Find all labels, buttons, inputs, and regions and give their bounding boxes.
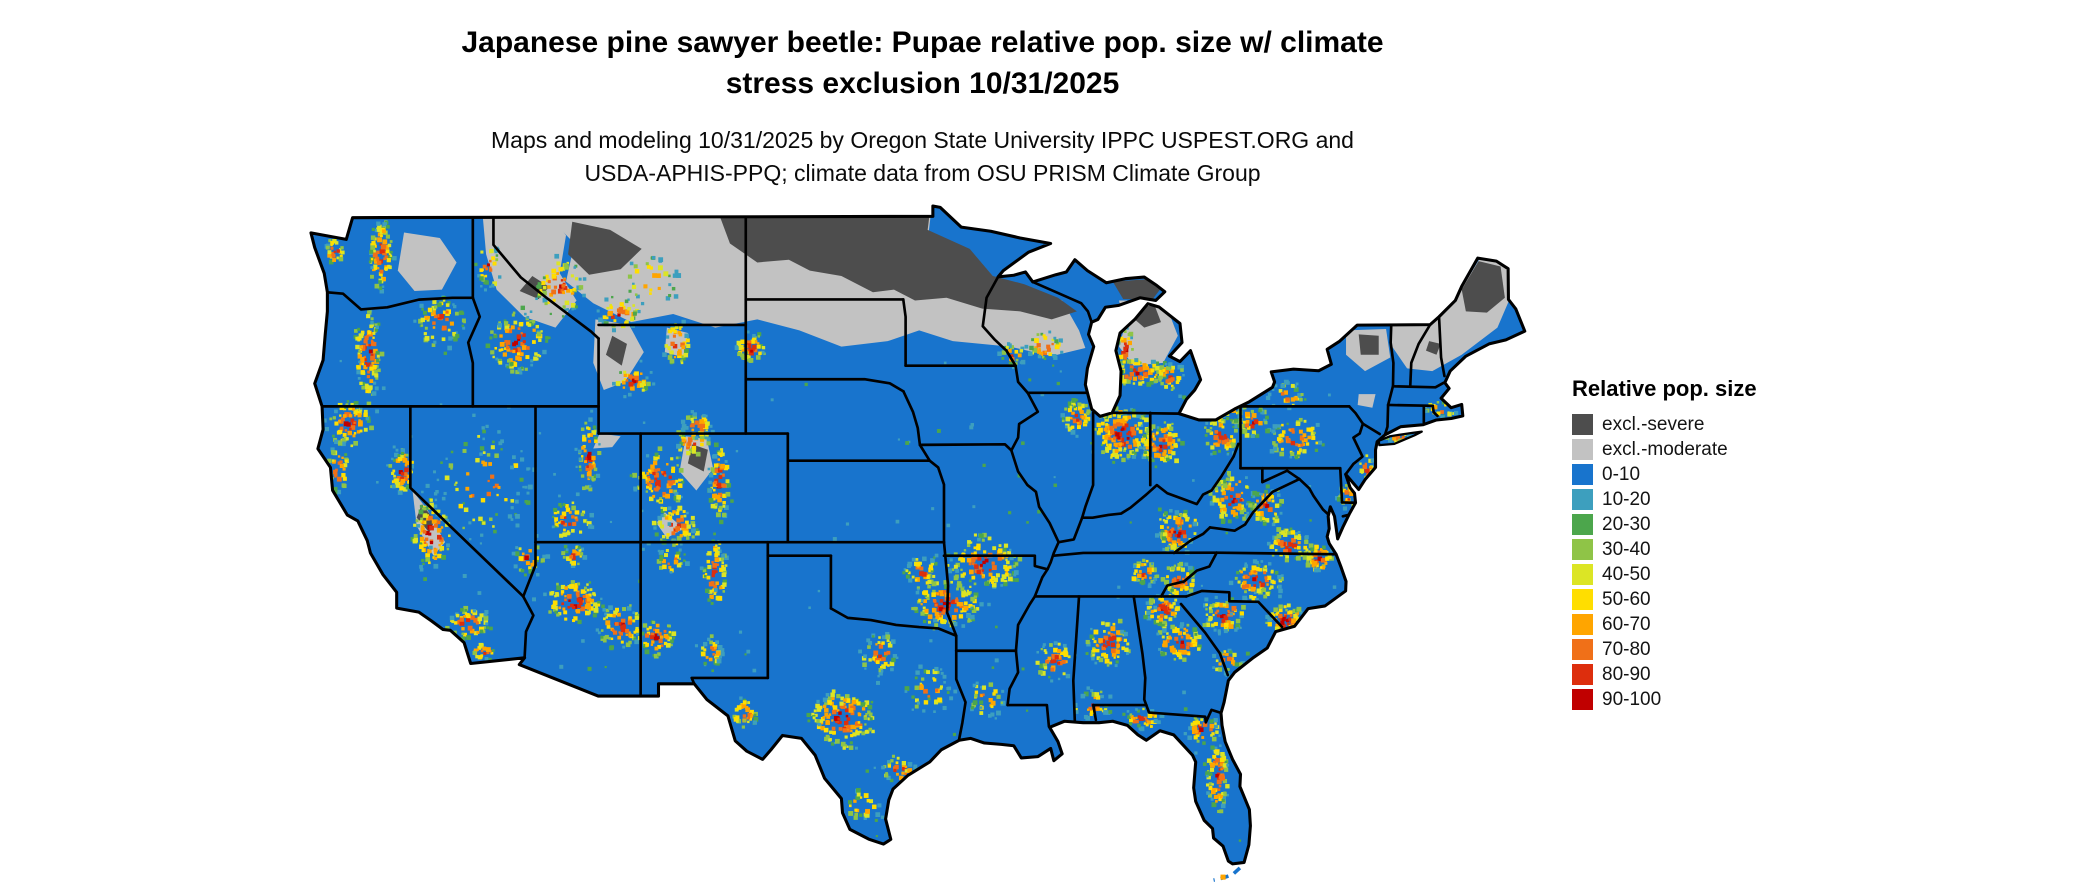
legend-label: 10-20 [1602,488,1651,510]
page-title: Japanese pine sawyer beetle: Pupae relat… [0,22,1845,104]
legend-item: 0-10 [1572,464,1757,485]
legend-swatch [1572,614,1593,635]
subtitle-line-1: Maps and modeling 10/31/2025 by Oregon S… [491,127,1354,153]
legend-item: 20-30 [1572,514,1757,535]
legend-item: 40-50 [1572,564,1757,585]
legend-swatch [1572,589,1593,610]
legend-label: excl.-moderate [1602,438,1728,460]
legend-label: 30-40 [1602,538,1651,560]
legend: Relative pop. size excl.-severe excl.-mo… [1572,376,1757,714]
map-area [300,200,1530,890]
us-map [309,204,1527,882]
legend-swatch [1572,564,1593,585]
legend-label: 80-90 [1602,663,1651,685]
legend-item: excl.-moderate [1572,439,1757,460]
legend-swatch [1572,439,1593,460]
legend-item: excl.-severe [1572,414,1757,435]
subtitle-line-2: USDA-APHIS-PPQ; climate data from OSU PR… [584,160,1261,186]
legend-label: 40-50 [1602,563,1651,585]
legend-item: 70-80 [1572,639,1757,660]
title-line-1: Japanese pine sawyer beetle: Pupae relat… [461,26,1384,59]
title-line-2: stress exclusion 10/31/2025 [725,67,1120,100]
legend-swatch [1572,639,1593,660]
legend-label: 90-100 [1602,688,1662,710]
legend-label: 20-30 [1602,513,1651,535]
legend-label: 70-80 [1602,638,1651,660]
legend-item: 10-20 [1572,489,1757,510]
legend-label: excl.-severe [1602,413,1705,435]
legend-swatch [1572,664,1593,685]
legend-item: 60-70 [1572,614,1757,635]
legend-item: 50-60 [1572,589,1757,610]
legend-label: 60-70 [1602,613,1651,635]
legend-label: 0-10 [1602,463,1641,485]
legend-item: 30-40 [1572,539,1757,560]
legend-swatch [1572,489,1593,510]
legend-swatch [1572,414,1593,435]
legend-swatch [1572,514,1593,535]
legend-title: Relative pop. size [1572,376,1757,401]
legend-swatch [1572,689,1593,710]
legend-swatch [1572,539,1593,560]
legend-swatch [1572,464,1593,485]
legend-item: 80-90 [1572,664,1757,685]
legend-item: 90-100 [1572,689,1757,710]
page-subtitle: Maps and modeling 10/31/2025 by Oregon S… [0,124,1845,190]
legend-label: 50-60 [1602,588,1651,610]
